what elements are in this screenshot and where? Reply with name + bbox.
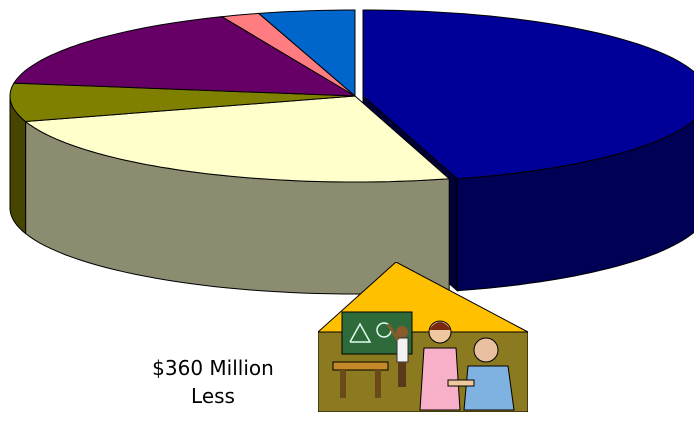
- amount-line-1: $360 Million: [152, 356, 274, 380]
- pie-slice-4: [220, 12, 356, 97]
- amount-line-2: Less: [191, 384, 235, 408]
- pie-tops: [9, 9, 694, 183]
- pie-slice-2: [9, 82, 356, 123]
- amount-caption: $360 Million Less: [138, 354, 288, 410]
- pie-slice-5: [257, 9, 356, 98]
- pie-slice-3: [12, 16, 356, 97]
- pie-slice-0: [362, 9, 694, 180]
- classroom-teacher-clipart-icon: [318, 262, 528, 412]
- desk-shape: [332, 361, 389, 371]
- pie-slice-1: [24, 95, 451, 183]
